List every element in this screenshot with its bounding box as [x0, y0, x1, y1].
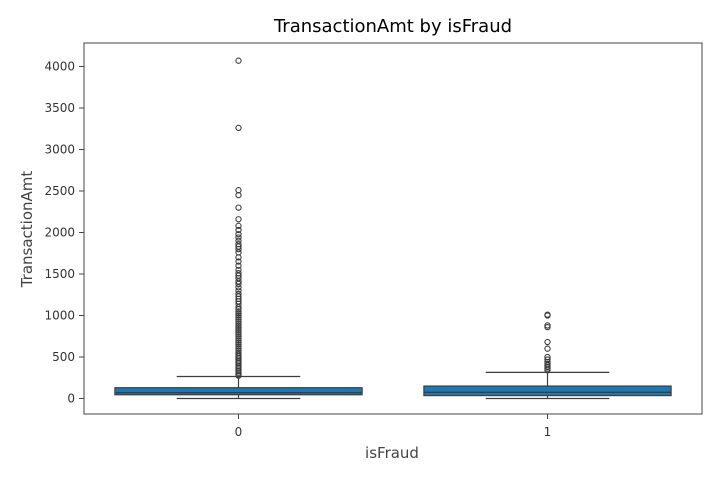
outlier-point — [235, 335, 242, 342]
outlier-point — [544, 311, 551, 318]
y-axis: 0 500 1000 1500 2000 2500 3000 3500 4000 — [44, 60, 84, 406]
outlier-point — [235, 290, 242, 298]
outlier-point — [544, 345, 551, 352]
outlier-point — [235, 266, 242, 273]
iqr-box — [423, 385, 672, 397]
outlier-point — [235, 324, 242, 332]
outlier-point — [235, 222, 242, 230]
outlier-point — [544, 356, 551, 363]
outlier-point — [235, 287, 242, 294]
y-tick-label: 500 — [52, 350, 75, 364]
outlier-point — [235, 237, 242, 244]
outlier-point — [235, 57, 242, 64]
outlier-point — [235, 249, 242, 256]
outlier-point — [235, 234, 242, 241]
y-tick-label: 0 — [67, 392, 75, 406]
chart-title: TransactionAmt by isFraud — [273, 16, 512, 37]
y-tick-label: 2000 — [44, 226, 75, 240]
iqr-box — [114, 387, 363, 396]
outlier-point — [235, 191, 242, 199]
outlier-point — [235, 278, 242, 285]
plot-frame — [83, 42, 703, 415]
outlier-point — [235, 349, 242, 356]
outlier-point — [235, 316, 242, 323]
outlier-point — [235, 240, 242, 248]
x-tick-label: 0 — [235, 425, 243, 439]
outlier-point — [235, 339, 242, 346]
box-1 — [423, 311, 672, 400]
x-tick-label: 1 — [544, 425, 552, 439]
outlier-point — [235, 293, 242, 300]
outlier-point — [235, 272, 242, 279]
y-axis-label: TransactionAmt — [18, 171, 36, 289]
outlier-point — [235, 187, 242, 194]
x-axis-label: isFraud — [365, 444, 419, 462]
box-series — [114, 57, 672, 400]
y-tick-label: 4000 — [44, 60, 75, 74]
outlier-point — [235, 270, 242, 277]
outlier-point — [235, 326, 242, 334]
outlier-point — [235, 262, 242, 269]
outlier-point — [235, 258, 242, 265]
outlier-point — [235, 226, 242, 234]
outlier-point — [235, 312, 242, 319]
y-tick-label: 2500 — [44, 184, 75, 198]
outlier-point — [235, 243, 242, 250]
outlier-point — [544, 322, 551, 329]
outlier-point — [235, 310, 242, 317]
outlier-point — [544, 353, 551, 361]
outlier-point — [235, 204, 242, 211]
y-tick-label: 3000 — [44, 143, 75, 157]
outlier-point — [235, 304, 242, 311]
outlier-point — [235, 314, 242, 321]
outlier-point — [235, 343, 242, 350]
outlier-point — [235, 280, 242, 288]
outlier-point — [235, 341, 242, 348]
outlier-point — [235, 318, 242, 325]
outlier-point — [544, 338, 551, 346]
y-tick-label: 1500 — [44, 267, 75, 281]
outlier-point — [235, 345, 242, 352]
y-tick-label: 1000 — [44, 309, 75, 323]
outlier-point — [235, 337, 242, 344]
outlier-point — [235, 284, 242, 291]
outlier-point — [235, 328, 242, 336]
outlier-point — [235, 231, 242, 238]
outlier-point — [235, 308, 242, 315]
outlier-point — [235, 347, 242, 354]
y-tick-label: 3500 — [44, 101, 75, 115]
outlier-point — [235, 333, 242, 340]
outlier-point — [235, 322, 242, 330]
outlier-point — [235, 320, 242, 327]
outlier-point — [235, 216, 242, 223]
outlier-point — [235, 124, 242, 132]
box-0 — [114, 57, 363, 400]
outlier-point — [235, 331, 242, 338]
